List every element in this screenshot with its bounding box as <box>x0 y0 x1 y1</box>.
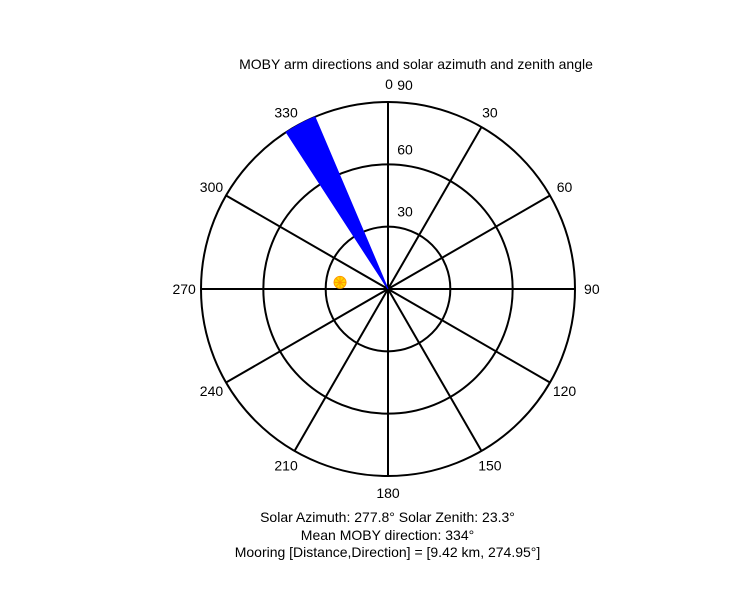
angle-label-60: 60 <box>557 179 573 195</box>
spoke-240 <box>225 288 389 384</box>
spoke-150 <box>387 288 483 452</box>
spoke-30 <box>387 126 483 290</box>
spoke-60 <box>387 194 551 290</box>
mooring-caption: Mooring [Distance,Direction] = [9.42 km,… <box>234 544 541 560</box>
solar-position-marker <box>333 275 347 289</box>
mean-moby-direction-caption: Mean MOBY direction: 334° <box>300 527 475 543</box>
angular-tick-labels: 30 60 90 120 150 180 210 240 270 300 330 <box>172 104 599 500</box>
radial-tick-labels: 30 60 90 <box>397 77 413 220</box>
angle-label-270: 270 <box>172 281 196 297</box>
angle-label-330: 330 <box>274 104 298 120</box>
angle-label-300: 300 <box>200 179 224 195</box>
spoke-210 <box>293 288 389 452</box>
radial-label-30: 30 <box>397 204 413 220</box>
angle-label-210: 210 <box>274 458 298 474</box>
angle-label-150: 150 <box>478 458 502 474</box>
spoke-300 <box>225 194 389 290</box>
moby-arm-wedge <box>285 116 389 290</box>
angle-label-180: 180 <box>376 485 400 501</box>
zero-direction-label: 0 <box>385 76 393 92</box>
moby-wedge-shape <box>285 116 389 290</box>
ring-60 <box>262 163 514 415</box>
ring-30 <box>324 225 452 353</box>
angle-label-240: 240 <box>200 383 224 399</box>
sun-ray <box>335 277 345 288</box>
ring-90 <box>200 101 576 477</box>
radial-label-90: 90 <box>397 77 413 93</box>
angle-label-30: 30 <box>482 104 498 120</box>
radial-label-60: 60 <box>397 141 413 157</box>
chart-title: MOBY arm directions and solar azimuth an… <box>239 56 593 72</box>
solar-angles-caption: Solar Azimuth: 277.8° Solar Zenith: 23.3… <box>260 509 515 525</box>
angle-label-120: 120 <box>553 383 577 399</box>
spoke-120 <box>387 288 551 384</box>
angle-label-90: 90 <box>584 281 600 297</box>
